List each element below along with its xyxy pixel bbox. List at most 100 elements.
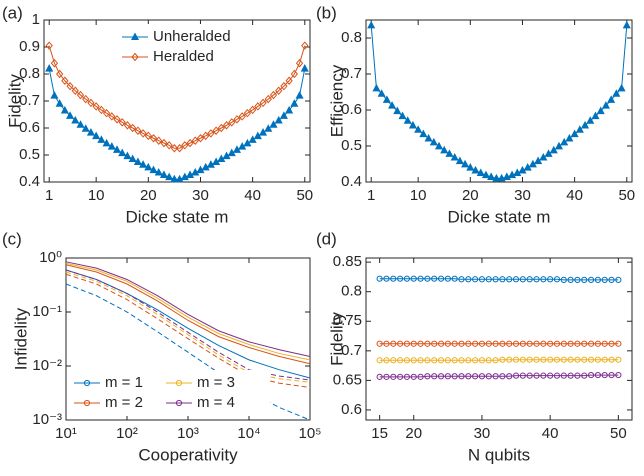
marker [487, 172, 496, 180]
marker [478, 357, 486, 364]
marker [417, 373, 424, 380]
marker [455, 156, 464, 165]
marker [424, 275, 431, 282]
marker [217, 123, 225, 133]
legend-marker [131, 52, 139, 62]
marker [512, 372, 520, 379]
marker [526, 340, 533, 347]
marker [97, 105, 106, 115]
marker [526, 356, 533, 363]
marker [492, 340, 499, 347]
x-tick-label: 10³ [177, 425, 199, 442]
marker [388, 101, 397, 109]
marker [575, 125, 584, 133]
marker [403, 357, 411, 364]
marker [458, 357, 465, 364]
marker [376, 275, 383, 282]
marker [259, 128, 268, 136]
marker [574, 372, 581, 379]
marker [254, 102, 262, 111]
marker [155, 136, 163, 145]
y-axis-label: Efficiency [327, 64, 346, 137]
marker [567, 372, 574, 379]
marker [112, 145, 122, 153]
panel-label: (d) [316, 229, 337, 248]
marker [547, 356, 554, 363]
marker [465, 340, 472, 347]
x-tick-label: 10⁵ [299, 425, 322, 442]
marker [581, 356, 588, 363]
marker [533, 356, 540, 363]
marker [608, 276, 615, 283]
marker [410, 357, 417, 364]
marker [149, 165, 158, 174]
marker [108, 112, 116, 121]
axes-box [365, 19, 633, 183]
marker [574, 340, 581, 347]
marker [587, 340, 595, 347]
marker [414, 125, 423, 133]
marker [476, 168, 485, 176]
marker [560, 372, 567, 379]
marker [383, 275, 390, 282]
marker [417, 275, 424, 282]
marker [553, 372, 561, 379]
marker [76, 120, 85, 128]
marker [540, 356, 547, 363]
marker [259, 98, 267, 108]
marker [129, 123, 137, 133]
marker [492, 357, 499, 364]
marker [301, 41, 309, 50]
marker [431, 275, 438, 282]
marker [170, 143, 179, 153]
marker [512, 356, 520, 363]
series-line [379, 359, 619, 361]
marker [540, 276, 547, 283]
marker [264, 94, 272, 104]
marker [71, 115, 80, 124]
marker [499, 276, 506, 283]
marker [587, 276, 595, 283]
x-tick-label: 10² [116, 425, 138, 442]
marker [465, 357, 472, 364]
x-axis-label: Dicke state m [126, 207, 229, 226]
y-tick-label: 0.4 [341, 173, 362, 190]
legend-label: m = 4 [197, 394, 235, 411]
marker [207, 129, 215, 138]
marker [390, 340, 397, 347]
marker [97, 135, 106, 143]
marker [471, 165, 480, 174]
marker [45, 41, 53, 50]
marker [553, 340, 561, 347]
x-tick-label: 50 [296, 187, 313, 204]
legend-marker [83, 379, 91, 387]
x-tick-label: 30 [192, 187, 209, 204]
marker [506, 356, 513, 363]
marker [492, 173, 501, 182]
x-tick-label: 50 [618, 187, 635, 204]
marker [533, 372, 540, 379]
x-tick-label: 10 [410, 187, 427, 204]
x-tick-label: 40 [542, 425, 559, 442]
marker [506, 276, 513, 283]
y-tick-label: 0.6 [341, 401, 362, 418]
marker [544, 149, 553, 157]
marker [601, 340, 608, 347]
marker [60, 105, 69, 114]
x-tick-label: 20 [462, 187, 479, 204]
marker [144, 131, 152, 141]
marker [499, 340, 506, 347]
marker [465, 373, 472, 380]
marker [410, 275, 417, 282]
marker [492, 373, 499, 380]
marker [264, 124, 273, 132]
marker [608, 340, 615, 347]
x-tick-label: 15 [371, 425, 388, 442]
legend-marker [130, 32, 140, 40]
x-tick-label: 10¹ [55, 425, 77, 442]
marker [431, 373, 438, 380]
panel: 15 20 30 40 50 0.6 0.65 0.7 0.75 0.8 0.85 N qubits F… [316, 229, 633, 464]
marker [123, 151, 132, 160]
legend-label: m = 2 [105, 394, 143, 411]
marker [444, 340, 451, 347]
